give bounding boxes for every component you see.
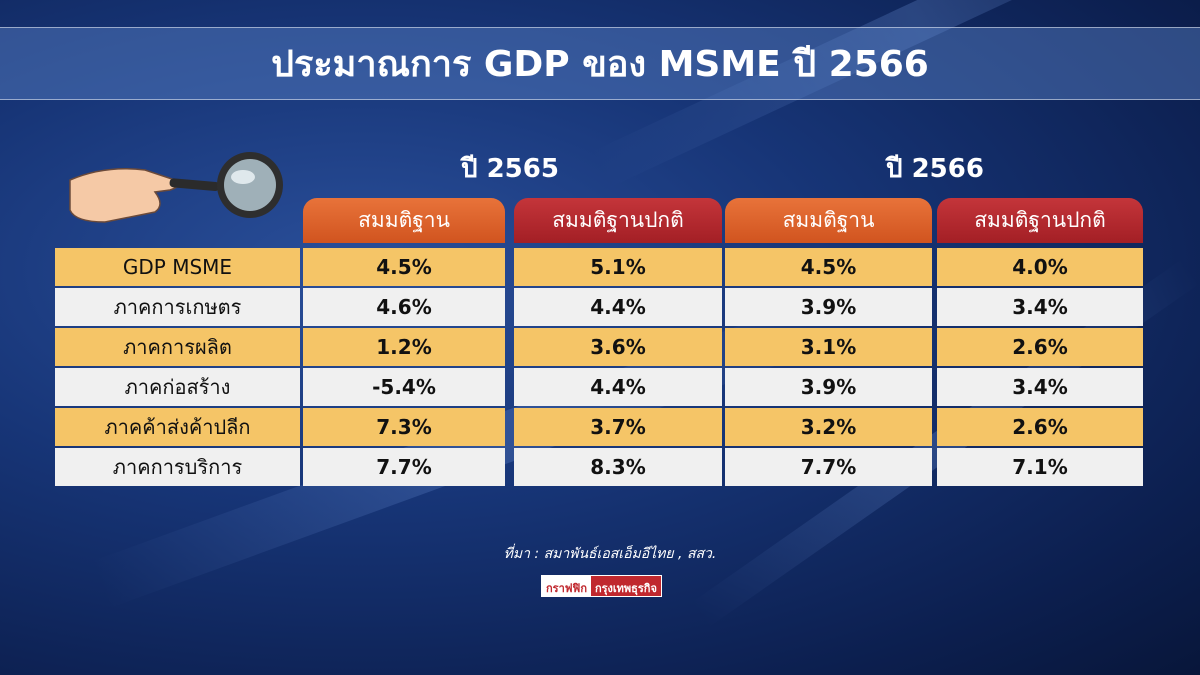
value-cell: 8.3% [514, 448, 722, 486]
row-label: GDP MSME [55, 248, 300, 286]
value-cell: 7.3% [303, 408, 505, 446]
column-header: สมมติฐาน [725, 198, 932, 243]
source-note: ที่มา : สมาพันธ์เอสเอ็มอีไทย , สสว. [503, 546, 717, 562]
row-label: ภาคก่อสร้าง [55, 368, 300, 406]
value-cell: 3.2% [725, 408, 932, 446]
title: ประมาณการ GDP ของ MSME ปี 2566 [271, 44, 929, 85]
value-cell: 1.2% [303, 328, 505, 366]
value-cell: 3.9% [725, 368, 932, 406]
value-cell: 7.7% [303, 448, 505, 486]
row-label: ภาคการเกษตร [55, 288, 300, 326]
value-cell: 3.9% [725, 288, 932, 326]
year-label: ปี 2566 [886, 154, 984, 184]
logo: กราฟฟิก กรุงเทพธุรกิจ [541, 575, 662, 597]
row-label: ภาคการผลิต [55, 328, 300, 366]
value-cell: 7.7% [725, 448, 932, 486]
column-header: สมมติฐานปกติ [937, 198, 1143, 243]
value-cell: 3.7% [514, 408, 722, 446]
logo-text: กรุงเทพธุรกิจ [590, 576, 661, 596]
value-cell: 5.1% [514, 248, 722, 286]
value-cell: 3.4% [937, 368, 1143, 406]
magnifier-icon [69, 152, 283, 223]
value-cell: 7.1% [937, 448, 1143, 486]
value-cell: 4.5% [725, 248, 932, 286]
value-cell: 4.4% [514, 288, 722, 326]
row-label: ภาคการบริการ [55, 448, 300, 486]
column-header: สมมติฐาน [303, 198, 505, 243]
title-bar: ประมาณการ GDP ของ MSME ปี 2566 [0, 27, 1200, 100]
value-cell: 3.6% [514, 328, 722, 366]
value-cell: 2.6% [937, 408, 1143, 446]
value-cell: 3.4% [937, 288, 1143, 326]
value-cell: 4.6% [303, 288, 505, 326]
column-header: สมมติฐานปกติ [514, 198, 722, 243]
row-label: ภาคค้าส่งค้าปลีก [55, 408, 300, 446]
value-cell: 4.0% [937, 248, 1143, 286]
value-cell: 4.5% [303, 248, 505, 286]
year-label: ปี 2565 [461, 154, 559, 184]
value-cell: 3.1% [725, 328, 932, 366]
value-cell: -5.4% [303, 368, 505, 406]
value-cell: 4.4% [514, 368, 722, 406]
value-cell: 2.6% [937, 328, 1143, 366]
logo-text: กราฟฟิก [542, 576, 591, 596]
